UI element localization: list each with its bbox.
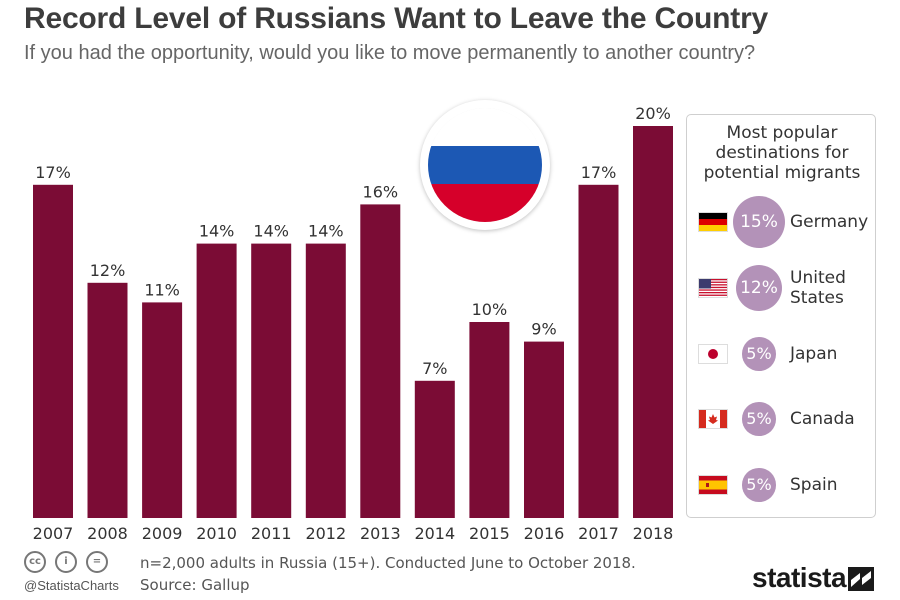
attribution-icon: i — [55, 551, 77, 573]
survey-note: n=2,000 adults in Russia (15+). Conducte… — [140, 554, 636, 572]
destination-percent-badge: 12% — [735, 264, 783, 312]
bar-2013 — [360, 204, 401, 518]
destination-country-name: United States — [790, 268, 846, 308]
destinations-panel-title: Most popular destinations for potential … — [687, 123, 877, 183]
x-tick-label-2011: 2011 — [251, 524, 292, 543]
destination-percent-badge: 15% — [732, 195, 786, 249]
bars-group — [33, 126, 673, 519]
country-name-line: Germany — [790, 212, 869, 232]
value-label-2014: 7% — [422, 359, 447, 378]
value-labels-group: 17% 12% 11% 14% 14% 14% 16% 7% 10% 9% 17% 20% — [35, 104, 671, 378]
chart-subtitle: If you had the opportunity, would you li… — [24, 42, 756, 64]
destination-percent-badge: 5% — [742, 337, 776, 371]
bar-2014 — [414, 380, 455, 518]
x-tick-label-2017: 2017 — [578, 524, 619, 543]
x-tick-label-2007: 2007 — [33, 524, 74, 543]
flag-stripe-blue — [428, 146, 542, 184]
bar-2010 — [196, 243, 237, 518]
value-label-2018: 20% — [635, 104, 671, 123]
statista-logo-icon — [848, 567, 874, 591]
bar-2007 — [33, 184, 73, 519]
destinations-panel: Most popular destinations for potential … — [686, 114, 876, 518]
x-tick-label-2013: 2013 — [360, 524, 401, 543]
cc-icon: cc — [24, 551, 46, 573]
destination-percent-badge: 5% — [742, 402, 776, 436]
destination-item: 5% Japan — [687, 324, 877, 384]
value-label-2013: 16% — [363, 182, 399, 201]
no-derivatives-icon: = — [86, 551, 108, 573]
destination-country-name: Canada — [790, 409, 855, 429]
destination-item: 12% United States — [687, 258, 877, 318]
value-label-2016: 9% — [531, 320, 556, 339]
spain-flag-icon — [698, 475, 728, 495]
x-tick-label-2008: 2008 — [87, 524, 128, 543]
flag-stripe-white — [428, 108, 542, 146]
bar-2016 — [524, 341, 564, 518]
x-tick-label-2016: 2016 — [524, 524, 565, 543]
country-name-line: States — [790, 288, 844, 308]
value-label-2007: 17% — [35, 163, 71, 182]
destination-percent-badge: 5% — [742, 468, 776, 502]
usa-flag-icon — [698, 278, 728, 298]
value-label-2008: 12% — [90, 261, 126, 280]
bar-2015 — [469, 322, 510, 518]
destination-country-name: Spain — [790, 475, 838, 495]
bar-2012 — [305, 243, 346, 518]
value-label-2011: 14% — [253, 222, 289, 241]
country-name-line: United — [790, 268, 846, 288]
source-note: Source: Gallup — [140, 576, 250, 594]
value-label-2010: 14% — [199, 222, 235, 241]
germany-flag-icon — [698, 212, 728, 232]
country-name-line: Japan — [790, 344, 838, 364]
x-axis-labels-group: 2007 2008 2009 2010 2011 2012 2013 2014 2015 2016… — [33, 524, 674, 543]
x-tick-label-2015: 2015 — [469, 524, 510, 543]
bar-2017 — [578, 184, 619, 519]
bar-2009 — [142, 302, 183, 518]
flag-stripe-red — [428, 184, 542, 222]
panel-title-line: Most popular — [726, 123, 838, 143]
panel-title-line: destinations for — [715, 143, 849, 163]
x-tick-label-2009: 2009 — [142, 524, 183, 543]
panel-title-line: potential migrants — [703, 163, 861, 183]
bar-2008 — [87, 282, 128, 518]
destination-item: 5% Spain — [687, 455, 877, 515]
destination-item: 5% Canada — [687, 389, 877, 449]
x-tick-label-2012: 2012 — [305, 524, 346, 543]
value-label-2015: 10% — [472, 300, 508, 319]
country-name-line: Spain — [790, 475, 838, 495]
russia-flag-stripes — [428, 108, 542, 222]
x-tick-label-2010: 2010 — [196, 524, 237, 543]
canada-flag-icon — [698, 409, 728, 429]
bar-2018 — [633, 126, 673, 518]
value-label-2009: 11% — [144, 280, 180, 299]
destination-item: 15% Germany — [687, 192, 877, 252]
social-handle: @StatistaCharts — [24, 578, 119, 593]
destination-country-name: Germany — [790, 212, 868, 232]
chart-title: Record Level of Russians Want to Leave t… — [24, 2, 769, 35]
value-label-2012: 14% — [308, 222, 344, 241]
x-tick-label-2018: 2018 — [633, 524, 674, 543]
japan-flag-icon — [698, 344, 728, 364]
bar-2011 — [251, 243, 292, 518]
destination-country-name: Japan — [790, 344, 837, 364]
statista-logo-text: statista — [752, 562, 847, 593]
russia-flag-icon — [420, 100, 550, 230]
country-name-line: Canada — [790, 409, 855, 429]
x-tick-label-2014: 2014 — [414, 524, 455, 543]
value-label-2017: 17% — [581, 163, 617, 182]
